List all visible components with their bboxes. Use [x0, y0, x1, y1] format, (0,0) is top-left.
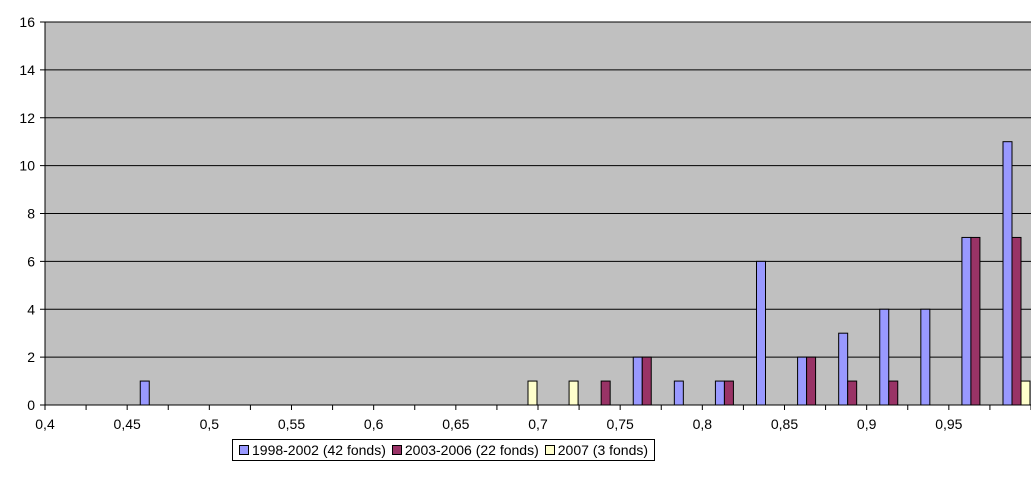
bar-0-21: [920, 308, 931, 406]
bar-0-2: [139, 380, 150, 406]
legend-label-1998-2002: 1998-2002 (42 fonds): [252, 442, 386, 458]
legend-label-2007: 2007 (3 fonds): [557, 442, 649, 458]
bar-1-14: [641, 356, 652, 406]
bar-1-18: [806, 356, 817, 406]
bar-0-15: [673, 380, 684, 406]
x-tick-label: 0,95: [935, 416, 962, 432]
y-tick-label: 0: [27, 397, 35, 413]
bar-1-13: [600, 380, 611, 406]
x-tick-label: 0,45: [114, 416, 141, 432]
legend-swatch-1998-2002: [239, 445, 249, 455]
bar-1-19: [847, 380, 858, 406]
legend-label-2003-2006: 2003-2006 (22 fonds): [404, 442, 539, 458]
bar-0-19: [838, 332, 849, 406]
y-tick-label: 14: [19, 62, 35, 78]
bar-2-23: [1020, 380, 1031, 406]
x-tick-label: 0,7: [528, 416, 548, 432]
bar-1-16: [723, 380, 734, 406]
legend-swatch-2003-2006: [391, 445, 402, 455]
x-tick-label: 0,75: [607, 416, 634, 432]
bar-0-16: [714, 380, 725, 406]
y-tick-label: 2: [27, 349, 35, 365]
x-tick-label: 0,6: [364, 416, 384, 432]
x-tick-label: 0,55: [278, 416, 305, 432]
bar-0-20: [879, 308, 890, 406]
bar-0-14: [632, 356, 643, 406]
y-tick-label: 12: [19, 110, 35, 126]
x-tick-label: 0,65: [442, 416, 469, 432]
legend-item-1998-2002: 1998-2002 (42 fonds): [239, 442, 386, 458]
bar-0-17: [756, 260, 766, 406]
y-tick-label: 16: [19, 14, 35, 30]
y-tick-label: 6: [27, 253, 35, 269]
y-tick-label: 8: [27, 206, 35, 222]
bar-0-18: [797, 356, 808, 406]
legend: 1998-2002 (42 fonds) 2003-2006 (22 fonds…: [232, 439, 656, 461]
bar-0-23: [1002, 141, 1013, 406]
x-tick-label: 0,8: [693, 416, 713, 432]
x-tick-label: 0,5: [200, 416, 220, 432]
x-tick-label: 0,85: [771, 416, 798, 432]
bar-2-11: [527, 380, 538, 406]
y-tick-label: 4: [27, 301, 35, 317]
bar-1-22: [970, 236, 981, 406]
bar-1-20: [888, 380, 899, 406]
legend-item-2003-2006: 2003-2006 (22 fonds): [391, 442, 539, 458]
bar-0-22: [961, 236, 972, 406]
x-tick-label: 0,4: [35, 416, 55, 432]
bar-1-23: [1011, 236, 1022, 406]
legend-item-2007: 2007 (3 fonds): [544, 442, 649, 458]
bar-2-12: [568, 380, 579, 406]
x-tick-label: 0,9: [857, 416, 877, 432]
legend-swatch-2007: [544, 445, 555, 455]
y-tick-label: 10: [19, 158, 35, 174]
